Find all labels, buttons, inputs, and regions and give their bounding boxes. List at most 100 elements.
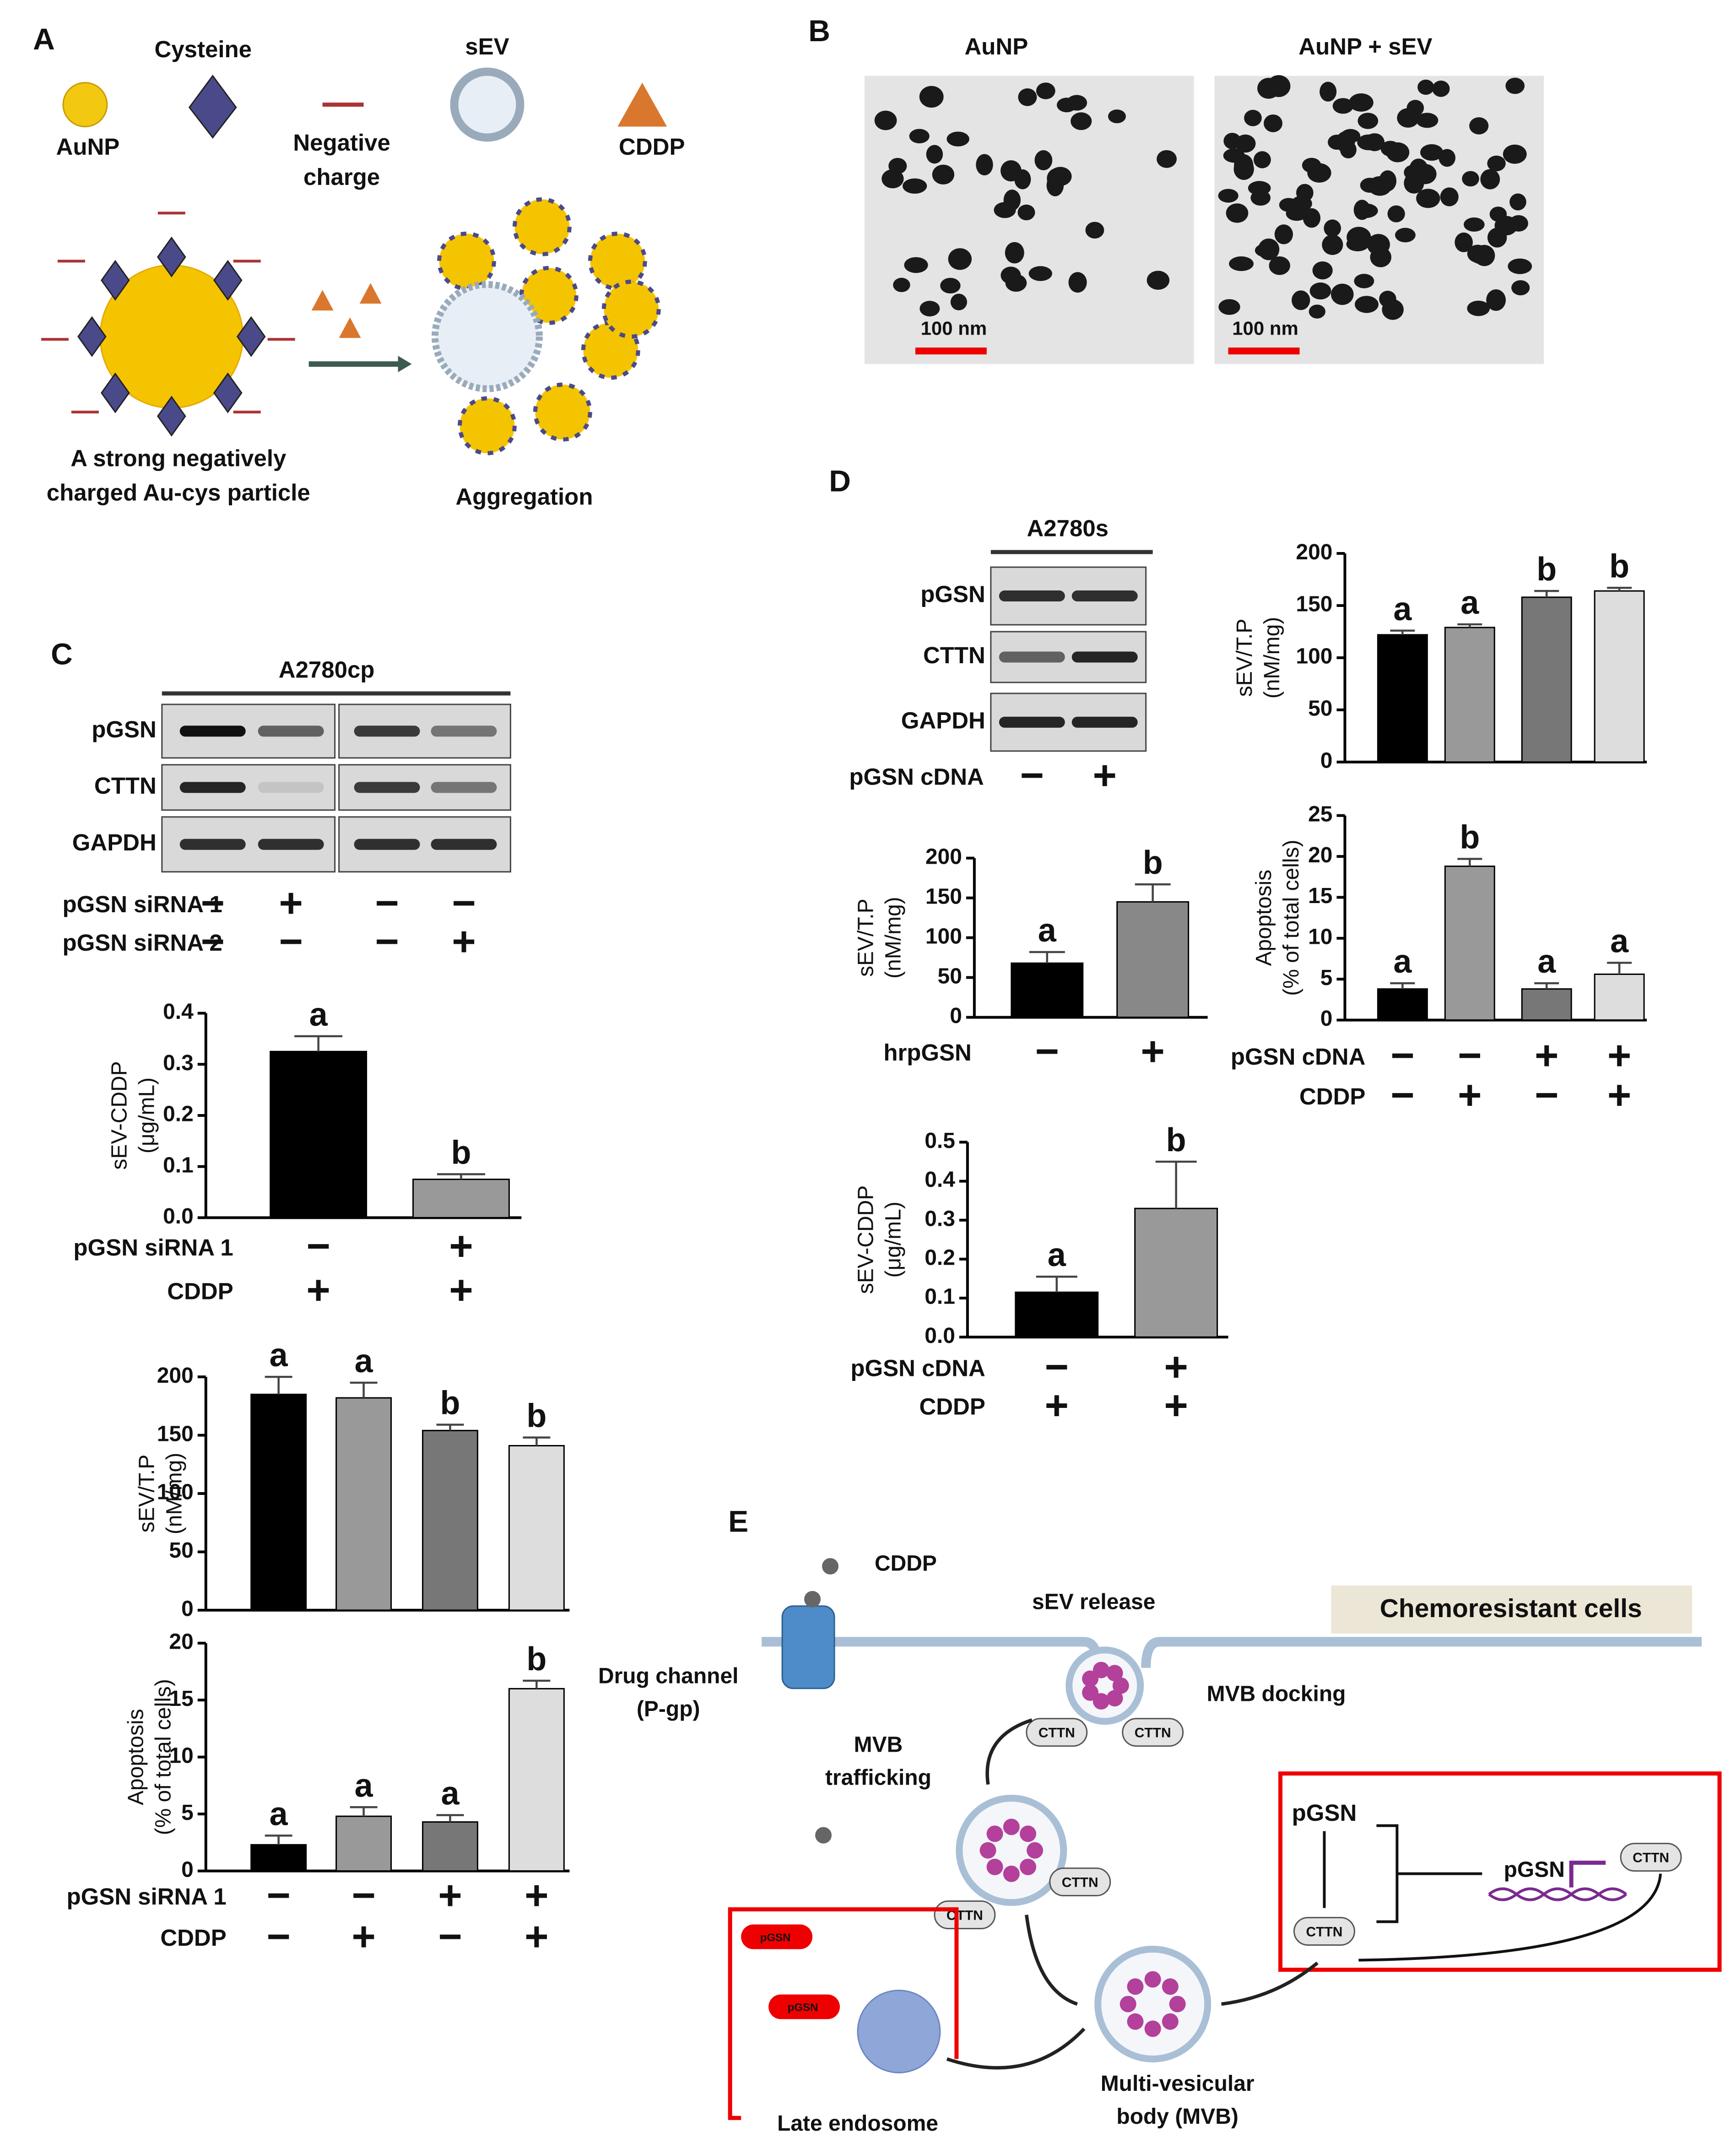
tem-particle bbox=[1005, 274, 1027, 292]
y-axis-label: (% of total cells) bbox=[151, 1679, 175, 1835]
condition-label: CDDP bbox=[160, 1925, 226, 1951]
aggregate-sev bbox=[432, 281, 543, 392]
banner bbox=[1331, 1585, 1693, 1634]
sign: + bbox=[449, 1223, 473, 1269]
blot-band bbox=[354, 782, 420, 793]
label: pGSN bbox=[1292, 1800, 1357, 1826]
tem-particle bbox=[1464, 217, 1485, 232]
tem-particle bbox=[1068, 272, 1087, 293]
sign: − bbox=[352, 1873, 376, 1918]
blot-band bbox=[179, 782, 246, 793]
y-axis-label: sEV/T.P bbox=[1233, 619, 1257, 697]
tem-particle bbox=[1254, 151, 1271, 168]
tem-particle bbox=[1416, 113, 1439, 128]
label: MVB bbox=[854, 1732, 903, 1757]
significance-letter: b bbox=[451, 1134, 471, 1171]
label: 100 nm bbox=[921, 317, 987, 339]
y-axis-label: sEV-CDDP bbox=[108, 1061, 132, 1169]
tem-particle bbox=[1455, 232, 1473, 253]
cddp-mark bbox=[359, 283, 382, 304]
label: CDDP bbox=[619, 134, 685, 160]
y-tick-label: 20 bbox=[1308, 843, 1332, 867]
tem-particle bbox=[1486, 289, 1506, 311]
blot-band bbox=[258, 725, 324, 737]
tem-particle bbox=[926, 145, 943, 164]
tem-particle bbox=[1292, 290, 1310, 310]
tem-particle bbox=[1264, 114, 1282, 132]
sign: + bbox=[1164, 1344, 1188, 1390]
label: E bbox=[728, 1504, 748, 1538]
sign: − bbox=[1390, 1072, 1415, 1118]
blot-band bbox=[354, 725, 420, 737]
label: body (MVB) bbox=[1116, 2105, 1238, 2129]
y-axis-label: (% of total cells) bbox=[1279, 840, 1303, 996]
y-axis-label: (μg/mL) bbox=[882, 1201, 906, 1277]
y-tick-label: 20 bbox=[169, 1630, 193, 1654]
blot-band bbox=[431, 839, 497, 850]
sign: − bbox=[1458, 1033, 1482, 1078]
y-tick-label: 0.1 bbox=[925, 1285, 955, 1309]
tem-particle bbox=[1354, 274, 1374, 288]
significance-letter: a bbox=[1393, 943, 1412, 980]
tem-particle bbox=[1462, 171, 1479, 187]
y-tick-label: 5 bbox=[181, 1801, 194, 1825]
condition-label: CDDP bbox=[167, 1278, 233, 1304]
bar bbox=[1444, 627, 1495, 763]
y-tick-label: 100 bbox=[1296, 644, 1332, 669]
tem-particle bbox=[1226, 203, 1249, 223]
tem-particle bbox=[1248, 181, 1271, 195]
tem-particle bbox=[1346, 237, 1369, 252]
tem-particle bbox=[1370, 247, 1391, 267]
tem-particle bbox=[1229, 256, 1254, 271]
condition-label: CDDP bbox=[1299, 1083, 1365, 1109]
tem-particle bbox=[946, 131, 969, 146]
bar bbox=[1377, 988, 1428, 1021]
exosome bbox=[1169, 1996, 1186, 2013]
bar bbox=[412, 1179, 510, 1218]
tem-particle bbox=[1331, 283, 1354, 305]
y-tick-label: 0.1 bbox=[163, 1153, 194, 1177]
sign: + bbox=[525, 1873, 549, 1918]
tem-particle bbox=[1000, 160, 1022, 182]
exosome bbox=[1003, 1865, 1020, 1882]
y-tick-label: 5 bbox=[1320, 966, 1333, 990]
exosome bbox=[1127, 1978, 1144, 1995]
y-axis-label: Apoptosis bbox=[1252, 870, 1276, 966]
significance-letter: b bbox=[1143, 844, 1163, 881]
promoter bbox=[1569, 1861, 1606, 1888]
cttn-pill bbox=[1122, 1718, 1184, 1747]
sign: + bbox=[1535, 1033, 1559, 1078]
cys-diamond bbox=[157, 395, 186, 437]
sign: − bbox=[1045, 1344, 1069, 1390]
cys-diamond bbox=[213, 372, 243, 413]
significance-letter: a bbox=[309, 996, 328, 1033]
y-tick-label: 25 bbox=[1308, 802, 1332, 826]
tem-particle bbox=[1353, 200, 1371, 220]
blot-band bbox=[1071, 651, 1138, 663]
y-axis-label: (μg/mL) bbox=[135, 1077, 159, 1153]
label: sEV bbox=[465, 33, 509, 60]
aggregate-np bbox=[588, 231, 647, 291]
tem-particle bbox=[893, 277, 910, 292]
cys-diamond bbox=[157, 236, 186, 278]
p-gp bbox=[781, 1605, 835, 1689]
bar bbox=[1015, 1291, 1099, 1338]
label: pGSN bbox=[92, 716, 157, 742]
condition-label: pGSN siRNA 1 bbox=[66, 1883, 226, 1910]
exosome bbox=[1144, 2020, 1161, 2037]
y-tick-label: 10 bbox=[169, 1743, 193, 1768]
exosome bbox=[1020, 1858, 1037, 1875]
pgsn-capsule bbox=[768, 1994, 840, 2019]
condition-label: CDDP bbox=[919, 1394, 985, 1420]
tem-particle bbox=[909, 129, 930, 144]
bar bbox=[250, 1393, 307, 1611]
exosome bbox=[1127, 2013, 1144, 2030]
bracket bbox=[1376, 1824, 1482, 1923]
label: trafficking bbox=[825, 1765, 931, 1790]
tem-particle bbox=[1420, 144, 1444, 161]
significance-letter: a bbox=[1038, 912, 1057, 949]
sign: − bbox=[1535, 1072, 1559, 1118]
aggregate-np bbox=[601, 279, 661, 339]
tem-particle bbox=[994, 202, 1016, 218]
y-tick-label: 100 bbox=[157, 1480, 194, 1505]
